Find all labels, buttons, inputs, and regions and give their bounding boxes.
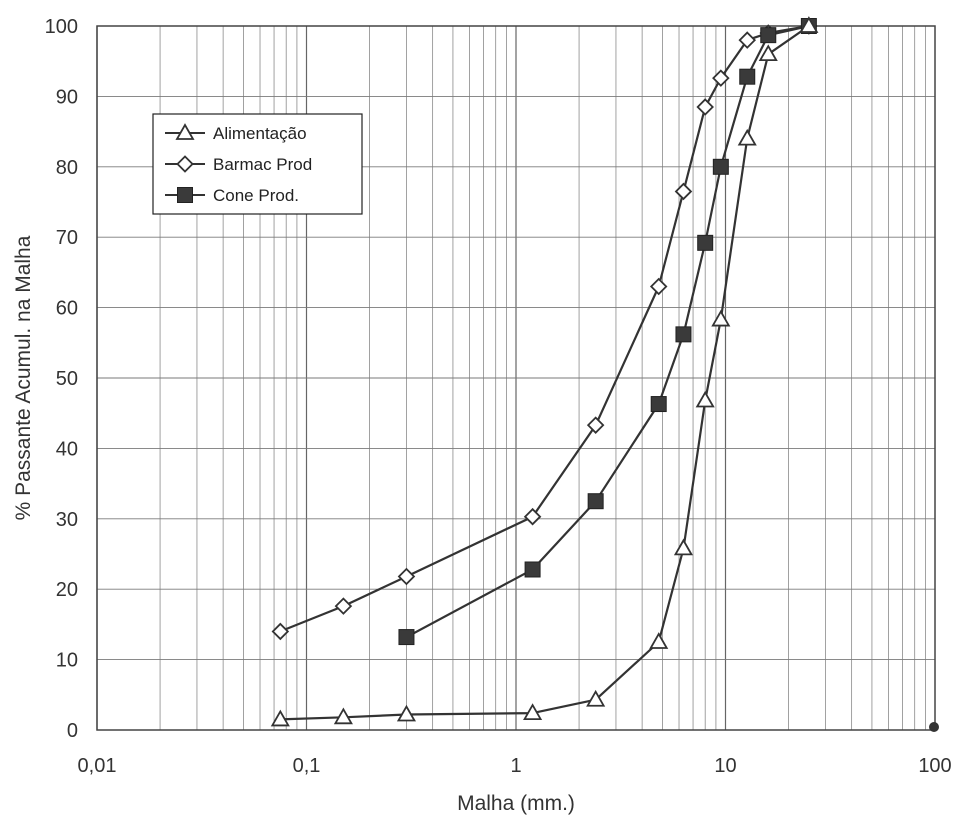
data-point bbox=[695, 390, 715, 408]
y-tick-label: 10 bbox=[56, 650, 78, 672]
data-point bbox=[587, 493, 604, 510]
data-point bbox=[673, 538, 694, 556]
stray-dot bbox=[929, 722, 939, 732]
data-point bbox=[523, 507, 542, 526]
data-point bbox=[649, 632, 669, 649]
data-point bbox=[760, 27, 777, 44]
data-point bbox=[586, 416, 605, 434]
data-point bbox=[398, 629, 415, 646]
data-point bbox=[696, 98, 714, 116]
data-point bbox=[799, 16, 819, 33]
data-point bbox=[524, 561, 541, 578]
data-point bbox=[711, 309, 731, 327]
legend-swatch-marker bbox=[175, 123, 195, 140]
data-point bbox=[270, 709, 290, 727]
series-markers bbox=[270, 16, 819, 727]
data-point bbox=[712, 69, 730, 87]
data-point bbox=[697, 234, 714, 251]
data-point bbox=[271, 622, 290, 641]
x-tick-label: 0,01 bbox=[78, 755, 117, 777]
legend-label: Cone Prod. bbox=[213, 186, 299, 205]
x-tick-label: 10 bbox=[714, 755, 736, 777]
legend-swatch-marker bbox=[177, 187, 193, 203]
series-line bbox=[405, 24, 810, 639]
data-point bbox=[333, 707, 353, 725]
x-axis-title: Malha (mm.) bbox=[457, 792, 575, 815]
y-axis-title: % Passante Acumul. na Malha bbox=[12, 235, 35, 520]
data-point bbox=[674, 182, 693, 201]
legend-label: Alimentação bbox=[213, 124, 307, 143]
x-tick-label: 0,1 bbox=[293, 755, 321, 777]
y-tick-label: 100 bbox=[45, 16, 78, 38]
plot-frame bbox=[96, 25, 936, 731]
y-tick-label: 80 bbox=[56, 157, 78, 179]
data-point bbox=[650, 396, 667, 413]
data-point bbox=[586, 689, 606, 707]
y-tick-label: 30 bbox=[56, 509, 78, 531]
y-tick-label: 0 bbox=[67, 720, 78, 742]
x-tick-label: 100 bbox=[918, 755, 951, 777]
y-tick-label: 50 bbox=[56, 368, 78, 390]
data-point bbox=[737, 128, 757, 146]
data-point bbox=[334, 597, 353, 615]
y-tick-label: 70 bbox=[56, 227, 78, 249]
tick-labels: 0,01 0,1 1 10 100 0 10 20 30 40 50 60 70 80 90 100 bbox=[45, 16, 952, 777]
data-point bbox=[738, 31, 757, 49]
y-tick-label: 90 bbox=[56, 86, 78, 108]
data-point bbox=[397, 567, 416, 586]
legend: Alimentação Barmac Prod Cone Prod. bbox=[152, 113, 363, 215]
data-point bbox=[649, 277, 668, 296]
y-tick-label: 60 bbox=[56, 298, 78, 320]
data-point bbox=[675, 326, 692, 343]
data-point bbox=[758, 44, 778, 62]
legend-label: Barmac Prod bbox=[213, 155, 312, 174]
legend-swatch-marker bbox=[176, 155, 194, 173]
data-point bbox=[523, 703, 543, 721]
y-tick-label: 40 bbox=[56, 438, 78, 460]
data-point bbox=[712, 158, 729, 175]
series-line bbox=[280, 25, 810, 721]
data-point bbox=[739, 68, 756, 85]
y-tick-label: 20 bbox=[56, 579, 78, 601]
x-tick-label: 1 bbox=[510, 755, 521, 777]
data-point bbox=[396, 704, 417, 722]
